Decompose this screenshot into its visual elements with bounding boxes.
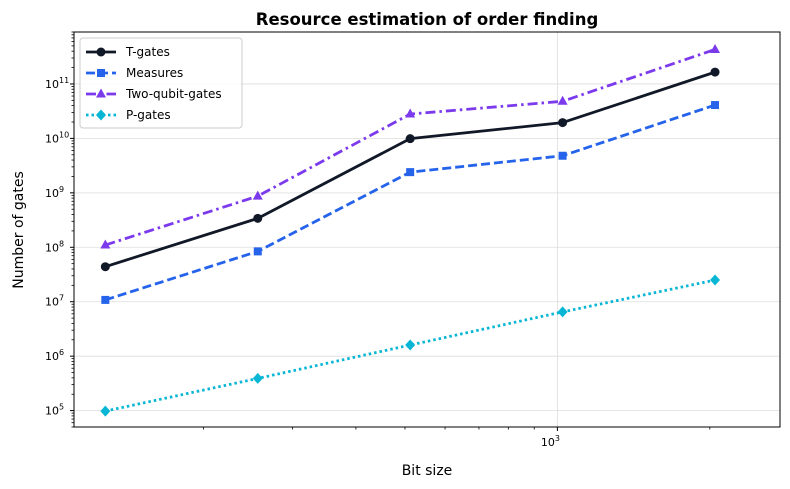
data-point-p-gates	[710, 274, 721, 286]
series-p-gates	[100, 274, 721, 417]
data-point-measures	[253, 247, 262, 256]
data-point-t-gates	[253, 213, 263, 223]
chart-title: Resource estimation of order finding	[256, 10, 599, 29]
data-point-p-gates	[557, 306, 568, 318]
y-axis-label: Number of gates	[11, 171, 27, 289]
data-point-t-gates	[558, 118, 568, 128]
data-point-measures	[101, 295, 110, 304]
data-point-two-qubit-gates	[710, 43, 721, 53]
legend-marker-two-qubit-gates	[96, 88, 106, 98]
legend-label-p-gates: P-gates	[126, 108, 171, 122]
data-point-measures	[711, 101, 720, 110]
legend-label-t-gates: T-gates	[125, 45, 170, 59]
x-tick-label: 103	[541, 434, 560, 449]
legend-box	[79, 37, 243, 129]
data-point-p-gates	[252, 372, 263, 384]
x-axis-label: Bit size	[402, 463, 453, 479]
series-t-gates	[100, 67, 720, 272]
legend-marker-t-gates	[96, 47, 106, 57]
data-point-t-gates	[405, 134, 415, 144]
data-point-two-qubit-gates	[100, 239, 111, 249]
legend-label-measures: Measures	[126, 66, 183, 80]
data-point-p-gates	[405, 339, 416, 351]
data-point-t-gates	[100, 262, 110, 272]
data-point-t-gates	[710, 67, 720, 77]
legend-item-two-qubit-gates: Two-qubit-gates	[86, 87, 222, 101]
y-tick-label: 108	[45, 239, 64, 254]
legend-label-two-qubit-gates: Two-qubit-gates	[125, 87, 222, 101]
data-point-p-gates	[100, 405, 111, 417]
legend-item-measures: Measures	[86, 66, 183, 80]
legend-item-t-gates: T-gates	[86, 45, 170, 59]
data-point-measures	[558, 151, 567, 160]
data-point-two-qubit-gates	[557, 95, 568, 105]
legend: T-gates Measures Two-qubit-gates P-gates	[79, 37, 243, 129]
legend-item-p-gates: P-gates	[86, 108, 171, 122]
y-tick-label: 1011	[45, 76, 69, 91]
data-point-two-qubit-gates	[252, 190, 263, 200]
y-tick-label: 1010	[45, 130, 69, 145]
y-tick-label: 109	[45, 185, 64, 200]
tick-layer: 105 106 107 108 109 1010 1011 103	[45, 31, 711, 449]
data-point-two-qubit-gates	[405, 108, 416, 118]
legend-marker-measures	[97, 69, 105, 77]
series-layer	[100, 43, 721, 417]
data-point-measures	[406, 168, 415, 177]
legend-marker-p-gates	[96, 109, 106, 121]
y-tick-label: 107	[45, 294, 64, 309]
series-measures	[101, 101, 720, 304]
y-tick-label: 105	[45, 403, 64, 418]
series-two-qubit-gates	[100, 43, 721, 249]
plot-frame	[73, 31, 781, 428]
y-tick-label: 106	[45, 348, 64, 363]
